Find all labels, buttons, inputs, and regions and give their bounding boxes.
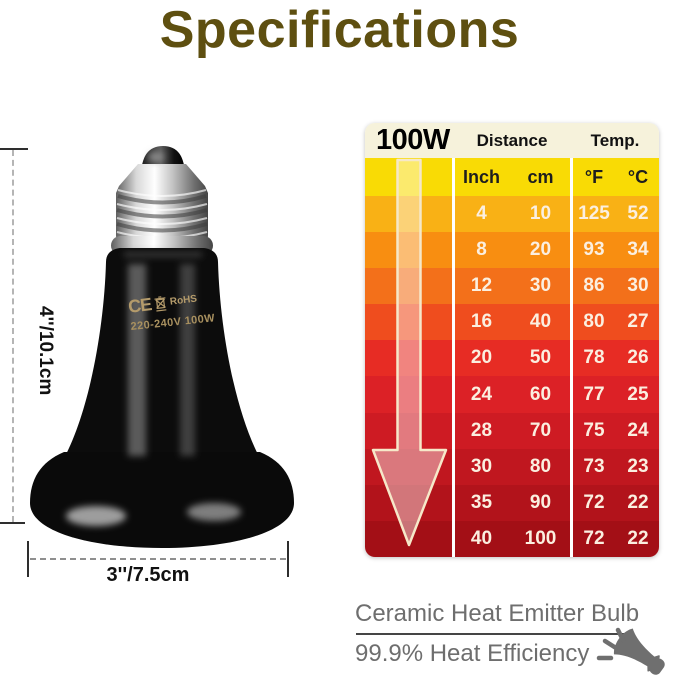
- cell-celsius: 34: [627, 239, 649, 261]
- cell-fahrenheit: 93: [583, 239, 605, 261]
- megaphone-icon: [596, 627, 665, 675]
- cell-celsius: 26: [627, 347, 649, 369]
- cell-inch: 30: [470, 455, 493, 477]
- cell-inch: 35: [470, 491, 493, 513]
- cell-fahrenheit: 80: [583, 311, 605, 333]
- cell-celsius: 25: [627, 383, 649, 405]
- cell-celsius: 30: [627, 275, 649, 297]
- cell-celsius: 27: [627, 311, 649, 333]
- fahrenheit-column-header: °F: [584, 166, 604, 187]
- column-divider: [570, 158, 573, 557]
- cell-fahrenheit: 77: [583, 383, 605, 405]
- wattage-label: 100W: [376, 124, 450, 156]
- cell-cm: 20: [529, 239, 552, 261]
- cell-fahrenheit: 86: [583, 275, 605, 297]
- page-title: Specifications: [159, 1, 520, 59]
- table-row: 16 40 80 27: [365, 304, 659, 341]
- cell-inch: 20: [470, 347, 493, 369]
- temp-group-header: Temp.: [590, 130, 640, 150]
- cell-cm: 80: [529, 455, 552, 477]
- weee-bin-icon: [154, 296, 167, 312]
- height-dim-line: [12, 150, 14, 522]
- width-dim-label: 3''/7.5cm: [106, 564, 190, 586]
- width-dim-right-tick: [287, 541, 289, 577]
- footer-efficiency: 99.9% Heat Efficiency: [355, 640, 590, 667]
- cell-cm: 100: [524, 527, 557, 549]
- table-row: 30 80 73 23: [365, 448, 659, 485]
- cell-cm: 60: [529, 383, 552, 405]
- table-row: 24 60 77 25: [365, 376, 659, 413]
- cell-celsius: 22: [627, 527, 649, 549]
- cell-celsius: 52: [627, 203, 649, 225]
- cell-fahrenheit: 78: [583, 347, 605, 369]
- footer-divider: [356, 633, 628, 635]
- table-column-headers: Inch cm °F °C: [365, 158, 659, 196]
- distance-group-header: Distance: [476, 130, 548, 150]
- cm-column-header: cm: [527, 166, 554, 187]
- cell-inch: 40: [470, 527, 493, 549]
- cell-cm: 90: [529, 491, 552, 513]
- heat-bulb-image: [30, 146, 294, 548]
- bulb-markings: CE RoHS 220-240V 100W: [127, 287, 216, 334]
- cell-fahrenheit: 73: [583, 455, 605, 477]
- cell-fahrenheit: 75: [583, 419, 605, 441]
- cell-celsius: 24: [627, 419, 649, 441]
- cell-cm: 40: [529, 311, 552, 333]
- width-dim-left-tick: [27, 541, 29, 577]
- cell-cm: 50: [529, 347, 552, 369]
- ce-mark: CE: [127, 294, 153, 317]
- cell-fahrenheit: 125: [578, 203, 610, 225]
- cell-inch: 16: [470, 311, 493, 333]
- table-row: 4 10 125 52: [365, 196, 659, 233]
- cell-inch: 4: [476, 203, 487, 225]
- inch-column-header: Inch: [462, 166, 500, 187]
- height-dim-label: 4''/10.1cm: [35, 306, 56, 396]
- cell-inch: 12: [470, 275, 493, 297]
- table-row: 12 30 86 30: [365, 268, 659, 305]
- table-row: 28 70 75 24: [365, 412, 659, 449]
- cell-inch: 28: [470, 419, 493, 441]
- table-row: 8 20 93 34: [365, 232, 659, 269]
- cell-cm: 70: [529, 419, 552, 441]
- height-dim-top-tick: [0, 148, 28, 150]
- column-divider: [452, 158, 455, 557]
- cell-cm: 10: [529, 203, 552, 225]
- cell-fahrenheit: 72: [583, 527, 605, 549]
- rohs-mark: RoHS: [169, 293, 198, 308]
- distance-arrow-icon: [371, 158, 448, 547]
- cell-inch: 8: [476, 239, 487, 261]
- table-row: 20 50 78 26: [365, 340, 659, 377]
- spec-table: 100W Distance Temp. Inch cm °F °C 4 10 1…: [365, 123, 659, 557]
- celsius-column-header: °C: [627, 166, 649, 187]
- table-body: 4 10 125 52 8 20 93 34 12 30 86 30 16 40…: [365, 196, 659, 557]
- table-header-groups: 100W Distance Temp.: [365, 123, 659, 158]
- table-row: 40 100 72 22: [365, 520, 659, 557]
- footer-product-name: Ceramic Heat Emitter Bulb: [355, 600, 640, 627]
- cell-cm: 30: [529, 275, 552, 297]
- cell-inch: 24: [470, 383, 493, 405]
- cell-celsius: 22: [627, 491, 649, 513]
- cell-celsius: 23: [627, 455, 649, 477]
- cell-fahrenheit: 72: [583, 491, 605, 513]
- table-row: 35 90 72 22: [365, 484, 659, 521]
- width-dim-line: [30, 558, 286, 560]
- height-dim-bottom-tick: [0, 522, 25, 524]
